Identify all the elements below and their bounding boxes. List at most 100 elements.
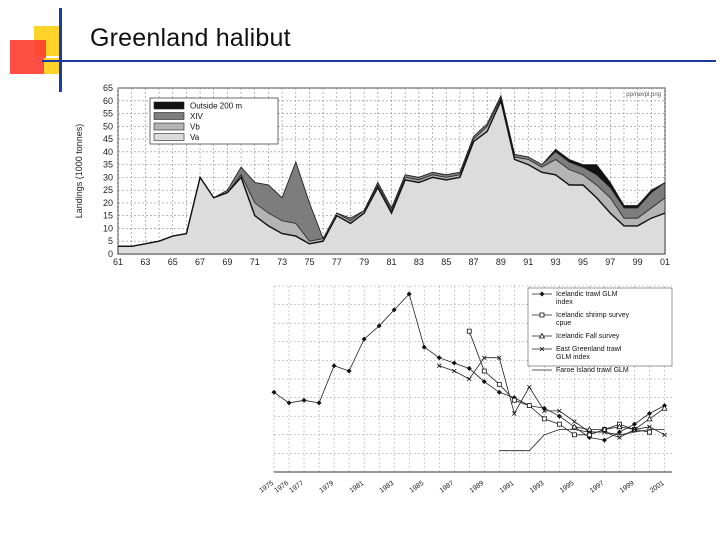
data-point — [376, 323, 382, 329]
x-tick-label: 69 — [222, 257, 232, 267]
data-point — [496, 389, 502, 395]
legend-label: Outside 200 m — [190, 102, 242, 111]
data-point — [571, 423, 578, 430]
x-tick-label: 1999 — [619, 480, 636, 495]
data-point — [662, 432, 667, 438]
x-tick-label: 1991 — [499, 480, 516, 495]
x-tick-label: 1975 — [258, 480, 275, 495]
data-point — [451, 360, 457, 366]
data-point — [572, 419, 577, 424]
legend-label: XIV — [190, 112, 204, 121]
series-icelandic-trawl-glm-index — [271, 291, 667, 443]
source-text: pp/rax/pl.png — [626, 92, 661, 98]
data-point — [466, 376, 472, 382]
x-tick-label: 01 — [660, 257, 670, 267]
data-point — [601, 437, 607, 443]
y-tick-label: 40 — [103, 147, 113, 157]
x-tick-label: 61 — [113, 257, 123, 267]
data-point — [632, 427, 637, 432]
series-line-va — [118, 98, 666, 248]
data-point — [646, 411, 652, 417]
data-point — [661, 404, 668, 411]
data-point — [616, 423, 623, 430]
data-point — [556, 413, 562, 419]
x-tick-label: 79 — [359, 257, 369, 267]
data-point — [406, 291, 412, 297]
accent-red-square — [10, 40, 46, 74]
legend-marker — [538, 332, 546, 339]
data-point — [421, 344, 427, 350]
x-tick-label: 1989 — [469, 480, 486, 495]
x-tick-label: 73 — [277, 257, 287, 267]
data-point — [331, 363, 337, 369]
x-tick-label: 99 — [633, 257, 643, 267]
data-point — [361, 336, 367, 342]
x-tick-label: 89 — [496, 257, 506, 267]
y-tick-label: 25 — [103, 185, 113, 195]
x-tick-label: 1993 — [529, 480, 546, 495]
data-point — [497, 355, 502, 361]
data-point — [451, 368, 457, 374]
data-point — [466, 365, 472, 371]
accent-horizontal-line — [42, 60, 716, 62]
y-tick-label: 60 — [103, 96, 113, 106]
data-point — [512, 411, 517, 416]
data-point — [301, 397, 307, 403]
x-tick-label: 97 — [605, 257, 615, 267]
x-tick-label: 95 — [578, 257, 588, 267]
series-line — [499, 429, 665, 452]
x-tick-label: 1979 — [318, 480, 335, 495]
data-point — [481, 355, 487, 361]
x-tick-label: 1976 — [273, 480, 290, 495]
data-point — [391, 307, 397, 313]
legend-label: Icelandic Fall survey — [556, 333, 620, 340]
slide-title: Greenland halibut — [90, 24, 291, 52]
data-point — [346, 368, 352, 374]
data-point — [496, 381, 502, 387]
x-tick-label: 67 — [195, 257, 205, 267]
data-point — [436, 363, 442, 368]
data-point — [436, 355, 442, 361]
data-point — [631, 421, 637, 427]
y-tick-label: 30 — [103, 172, 113, 182]
x-tick-label: 1983 — [379, 480, 396, 495]
x-tick-label: 65 — [168, 257, 178, 267]
y-tick-label: 55 — [103, 109, 113, 119]
y-tick-label: 45 — [103, 134, 113, 144]
data-point — [526, 403, 532, 408]
x-tick-label: 71 — [250, 257, 260, 267]
legend-label: Vb — [190, 123, 200, 132]
data-point — [571, 432, 577, 438]
accent-yellow-small — [44, 58, 62, 74]
data-point — [271, 389, 277, 395]
x-tick-label: 83 — [414, 257, 424, 267]
data-point — [481, 368, 487, 374]
data-point — [617, 435, 622, 440]
y-tick-label: 65 — [103, 83, 113, 93]
data-point — [647, 429, 652, 435]
legend: Icelandic trawl GLM index Icelandic shrimp… — [527, 287, 673, 374]
x-tick-label: 87 — [469, 257, 479, 267]
data-point — [286, 400, 292, 406]
data-point — [316, 400, 322, 406]
data-point — [511, 395, 517, 401]
legend-label: Icelandic trawl GLM index — [556, 291, 618, 306]
data-point — [647, 424, 652, 430]
data-point — [481, 379, 487, 385]
y-tick-label: 20 — [103, 198, 113, 208]
data-point — [466, 328, 472, 334]
x-tick-label: 85 — [441, 257, 451, 267]
legend-marker — [539, 346, 545, 352]
x-tick-label: 1985 — [409, 480, 426, 495]
x-tick-label: 1977 — [288, 480, 305, 495]
y-tick-label: 15 — [103, 211, 113, 221]
legend-swatch — [153, 122, 185, 131]
y-tick-label: 10 — [103, 223, 113, 233]
x-tick-label: 1995 — [559, 480, 576, 495]
legend-swatch — [153, 133, 185, 141]
x-tick-label: 75 — [304, 257, 314, 267]
y-axis-label: Landings (1000 tonnes) — [74, 124, 84, 219]
data-point — [586, 432, 592, 438]
